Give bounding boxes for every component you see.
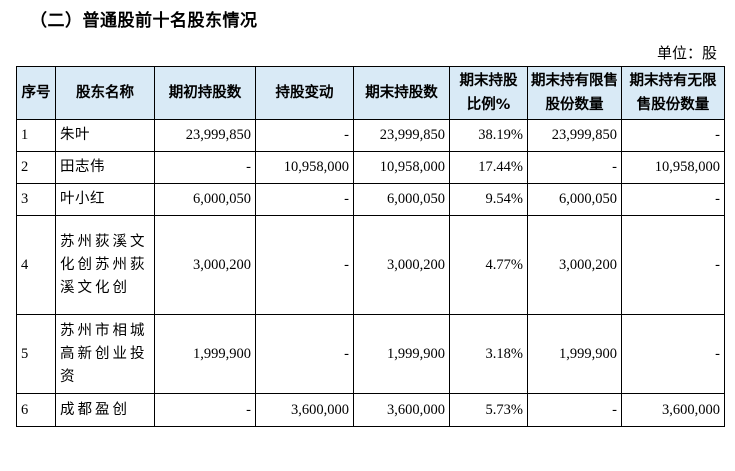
col-header-begin: 期初持股数 (154, 66, 256, 120)
cell-end: 1,999,900 (353, 314, 450, 394)
cell-ratio: 38.19% (449, 119, 528, 152)
cell-ratio: 9.54% (449, 183, 528, 216)
col-header-name: 股东名称 (55, 66, 155, 120)
cell-unrestricted: - (621, 314, 725, 394)
cell-end: 3,600,000 (353, 393, 450, 427)
col-header-end: 期末持股数 (353, 66, 450, 120)
cell-change: - (255, 119, 354, 152)
cell-change: - (255, 183, 354, 216)
cell-no: 4 (16, 215, 56, 315)
table-row: 5 苏州市相城高新创业投资 1,999,900 - 1,999,900 3.18… (16, 314, 725, 394)
col-header-no: 序号 (16, 66, 56, 120)
table-header-row: 序号 股东名称 期初持股数 持股变动 期末持股数 期末持股比例% 期末持有限售股… (16, 66, 725, 120)
cell-change: - (255, 215, 354, 315)
cell-begin: - (154, 151, 256, 184)
col-header-unrestricted: 期末持有无限售股份数量 (621, 66, 725, 120)
section-heading: （二）普通股前十名股东情况 (30, 11, 258, 31)
cell-ratio: 3.18% (449, 314, 528, 394)
cell-unrestricted: - (621, 119, 725, 152)
cell-end: 23,999,850 (353, 119, 450, 152)
cell-restricted: 23,999,850 (527, 119, 622, 152)
table-row: 2 田志伟 - 10,958,000 10,958,000 17.44% - 1… (16, 151, 725, 184)
cell-name: 田志伟 (55, 151, 155, 184)
cell-unrestricted: 10,958,000 (621, 151, 725, 184)
cell-begin: 6,000,050 (154, 183, 256, 216)
table-row: 3 叶小红 6,000,050 - 6,000,050 9.54% 6,000,… (16, 183, 725, 216)
cell-restricted: 1,999,900 (527, 314, 622, 394)
unit-label: 单位：股 (656, 44, 717, 62)
cell-begin: 1,999,900 (154, 314, 256, 394)
table-row: 4 苏州荻溪文化创苏州荻溪文化创 3,000,200 - 3,000,200 4… (16, 215, 725, 315)
cell-change: 10,958,000 (255, 151, 354, 184)
cell-end: 6,000,050 (353, 183, 450, 216)
cell-no: 2 (16, 151, 56, 184)
cell-unrestricted: - (621, 215, 725, 315)
col-header-change: 持股变动 (255, 66, 354, 120)
cell-unrestricted: 3,600,000 (621, 393, 725, 427)
cell-begin: 3,000,200 (154, 215, 256, 315)
cell-name: 成都盈创 (55, 393, 155, 427)
col-header-ratio: 期末持股比例% (449, 66, 528, 120)
table-row: 6 成都盈创 - 3,600,000 3,600,000 5.73% - 3,6… (16, 393, 725, 427)
cell-unrestricted: - (621, 183, 725, 216)
cell-no: 3 (16, 183, 56, 216)
cell-restricted: 3,000,200 (527, 215, 622, 315)
cell-no: 1 (16, 119, 56, 152)
cell-ratio: 4.77% (449, 215, 528, 315)
cell-no: 6 (16, 393, 56, 427)
cell-ratio: 5.73% (449, 393, 528, 427)
cell-change: 3,600,000 (255, 393, 354, 427)
cell-begin: - (154, 393, 256, 427)
cell-name: 叶小红 (55, 183, 155, 216)
cell-restricted: - (527, 151, 622, 184)
col-header-restricted: 期末持有限售股份数量 (527, 66, 622, 120)
shareholders-table: 序号 股东名称 期初持股数 持股变动 期末持股数 期末持股比例% 期末持有限售股… (16, 66, 725, 427)
cell-begin: 23,999,850 (154, 119, 256, 152)
cell-name: 朱叶 (55, 119, 155, 152)
cell-name: 苏州荻溪文化创苏州荻溪文化创 (55, 215, 155, 315)
cell-name: 苏州市相城高新创业投资 (55, 314, 155, 394)
cell-restricted: 6,000,050 (527, 183, 622, 216)
cell-ratio: 17.44% (449, 151, 528, 184)
cell-end: 10,958,000 (353, 151, 450, 184)
cell-change: - (255, 314, 354, 394)
cell-end: 3,000,200 (353, 215, 450, 315)
cell-restricted: - (527, 393, 622, 427)
cell-no: 5 (16, 314, 56, 394)
table-row: 1 朱叶 23,999,850 - 23,999,850 38.19% 23,9… (16, 119, 725, 152)
